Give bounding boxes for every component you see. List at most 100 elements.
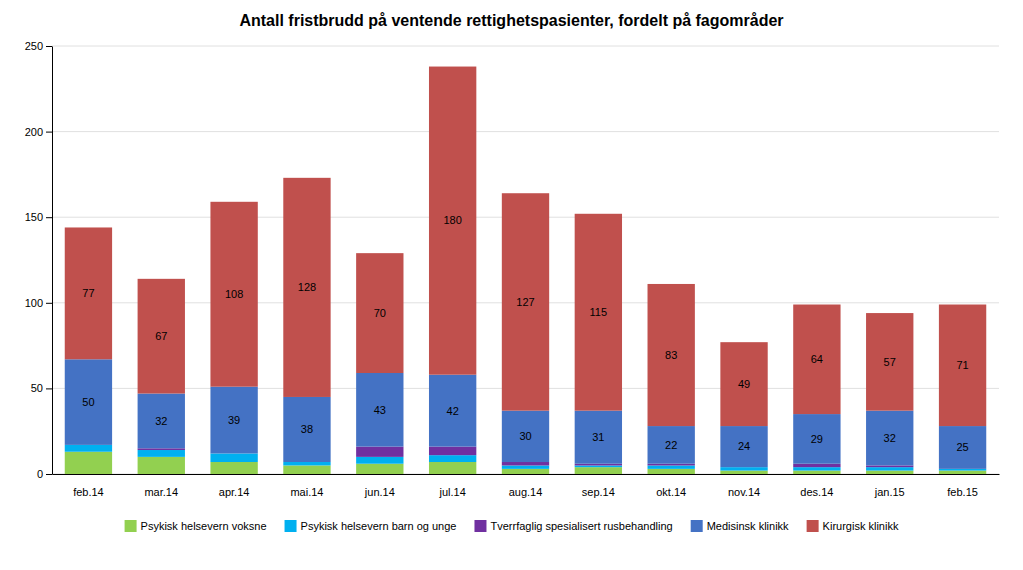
y-tick: 50	[31, 382, 52, 394]
legend-label: Tverrfaglig spesialisert rusbehandling	[490, 520, 672, 532]
data-label: 32	[155, 415, 167, 427]
x-tick: nov.14	[728, 486, 760, 498]
legend: Psykisk helsevern voksne Psykisk helsever…	[125, 520, 899, 532]
y-tick-mark	[46, 474, 52, 475]
y-tick: 0	[37, 468, 52, 480]
bar	[356, 373, 403, 447]
bar	[138, 279, 185, 394]
bar	[866, 465, 913, 467]
bar	[648, 284, 695, 426]
bar	[793, 464, 840, 467]
bar	[866, 411, 913, 466]
legend-label: Psykisk helsevern voksne	[141, 520, 267, 532]
bar	[356, 457, 403, 464]
bar	[793, 414, 840, 464]
y-tick: 100	[25, 297, 52, 309]
legend-label: Psykisk helsevern barn og unge	[301, 520, 457, 532]
bars	[65, 67, 987, 474]
legend-item: Kirurgisk klinikk	[807, 520, 899, 532]
bar	[793, 305, 840, 415]
y-axis-line	[52, 47, 53, 475]
x-tick-label: aug.14	[509, 486, 543, 498]
series	[65, 67, 987, 427]
x-tick-label: feb.14	[73, 486, 104, 498]
bar	[210, 462, 257, 474]
chart: Antall fristbrudd på ventende rettighets…	[0, 0, 1023, 570]
legend-swatch	[691, 520, 703, 532]
data-label: 43	[374, 404, 386, 416]
x-tick: jan.15	[874, 486, 905, 498]
x-tick-label: apr.14	[219, 486, 250, 498]
x-tick-label: mar.14	[144, 486, 178, 498]
x-tick-label: mai.14	[290, 486, 323, 498]
y-tick-mark	[46, 303, 52, 304]
x-tick-label: jul.14	[439, 486, 466, 498]
bar	[648, 465, 695, 468]
legend-item: Psykisk helsevern voksne	[125, 520, 267, 532]
bar	[939, 469, 986, 471]
y-tick: 250	[25, 40, 52, 52]
bar	[866, 471, 913, 474]
data-label: 70	[374, 307, 386, 319]
x-axis-line	[53, 474, 1000, 475]
bar	[502, 462, 549, 465]
bar	[65, 445, 112, 452]
x-tick-label: jun.14	[364, 486, 395, 498]
legend-label: Medisinsk klinikk	[707, 520, 789, 532]
bar	[283, 178, 330, 397]
x-tick-label: jan.15	[874, 486, 905, 498]
grid-line	[52, 46, 999, 47]
data-label: 108	[225, 288, 243, 300]
x-tick: aug.14	[509, 486, 543, 498]
y-tick-label: 250	[25, 40, 43, 52]
data-label: 49	[738, 378, 750, 390]
bar	[793, 471, 840, 474]
y-tick-label: 50	[31, 382, 43, 394]
data-label: 22	[665, 439, 677, 451]
bar	[939, 426, 986, 469]
bar	[283, 465, 330, 474]
x-tick: mar.14	[144, 486, 178, 498]
x-tick: okt.14	[656, 486, 686, 498]
y-tick-mark	[46, 46, 52, 47]
bar	[648, 469, 695, 474]
bar	[65, 359, 112, 445]
bar	[429, 375, 476, 447]
data-label: 64	[811, 353, 823, 365]
bar	[138, 394, 185, 449]
x-axis: feb.14 mar.14 apr.14 mai.14 jun.14 jul.14 aug.…	[53, 475, 1000, 499]
x-tick: jun.14	[364, 486, 395, 498]
data-label: 127	[516, 296, 534, 308]
bar	[356, 464, 403, 474]
bar	[575, 465, 622, 467]
bar	[210, 202, 257, 387]
bar	[429, 462, 476, 474]
bar	[720, 467, 767, 470]
bar	[502, 411, 549, 462]
bar	[138, 457, 185, 474]
y-tick-mark	[46, 388, 52, 389]
bar	[575, 467, 622, 474]
x-tick: mai.14	[290, 486, 323, 498]
data-label: 50	[82, 396, 94, 408]
bar	[648, 464, 695, 466]
bar	[65, 452, 112, 474]
grid	[52, 46, 999, 474]
data-label: 180	[443, 214, 461, 226]
y-tick-label: 0	[37, 468, 43, 480]
x-tick: jul.14	[439, 486, 466, 498]
data-label: 77	[82, 287, 94, 299]
bar	[502, 469, 549, 474]
bar	[138, 450, 185, 457]
x-tick: feb.15	[947, 486, 978, 498]
data-label: 39	[228, 414, 240, 426]
legend-swatch	[474, 520, 486, 532]
data-label: 71	[956, 359, 968, 371]
bar	[939, 471, 986, 474]
bar	[575, 214, 622, 411]
bar	[866, 467, 913, 470]
y-tick-label: 200	[25, 126, 43, 138]
data-label: 57	[884, 356, 896, 368]
data-label: 128	[298, 281, 316, 293]
grid-line	[52, 131, 999, 132]
